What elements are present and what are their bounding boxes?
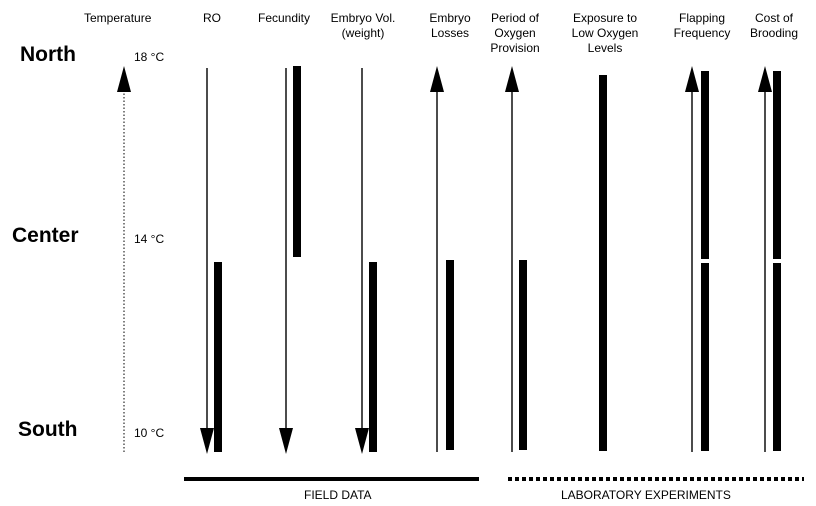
flapping-bar-lower [701, 263, 709, 451]
brooding-bar-upper [773, 71, 781, 259]
flapping-up-arrowhead [685, 66, 699, 92]
temp-label-10: 10 °C [134, 426, 165, 440]
oxygen-provision-up-arrowhead [505, 66, 519, 92]
column-header-flapping: Flapping Frequency [673, 11, 731, 40]
embryo-vol-down-arrowhead [355, 428, 369, 454]
oxygen-provision-bar [519, 260, 527, 450]
column-header-ro: RO [203, 11, 221, 25]
low-oxygen-bar [599, 75, 607, 451]
brooding-bar-lower [773, 263, 781, 451]
ro-down-arrowhead [200, 428, 214, 454]
temp-label-18: 18 °C [134, 50, 165, 64]
footer-field-data: FIELD DATA [304, 488, 372, 502]
column-header-embryo-losses: Embryo Losses [429, 11, 471, 40]
temp-label-14: 14 °C [134, 232, 165, 246]
footer-lab-experiments: LABORATORY EXPERIMENTS [561, 488, 731, 502]
field-data-bar [184, 477, 479, 481]
fecundity-down-arrowhead [279, 428, 293, 454]
column-header-brooding: Cost of Brooding [749, 11, 799, 40]
embryo-losses-up-arrowhead [430, 66, 444, 92]
region-label-center: Center [12, 224, 79, 247]
embryo-losses-bar [446, 260, 454, 450]
ro-bar [214, 262, 222, 452]
flapping-bar-upper [701, 71, 709, 259]
column-header-low-oxygen: Exposure to Low Oxygen Levels [571, 11, 639, 55]
column-header-fecundity: Fecundity [257, 11, 311, 25]
column-header-oxygen-provision: Period of Oxygen Provision [490, 11, 540, 55]
column-header-embryo-volume: Embryo Vol. (weight) [330, 11, 396, 40]
temperature-axis-arrowhead [117, 66, 131, 92]
region-label-south: South [18, 418, 78, 441]
brooding-up-arrowhead [758, 66, 772, 92]
temperature-header: Temperature [84, 11, 152, 25]
embryo-vol-bar [369, 262, 377, 452]
region-label-north: North [20, 43, 76, 66]
fecundity-bar [293, 66, 301, 257]
